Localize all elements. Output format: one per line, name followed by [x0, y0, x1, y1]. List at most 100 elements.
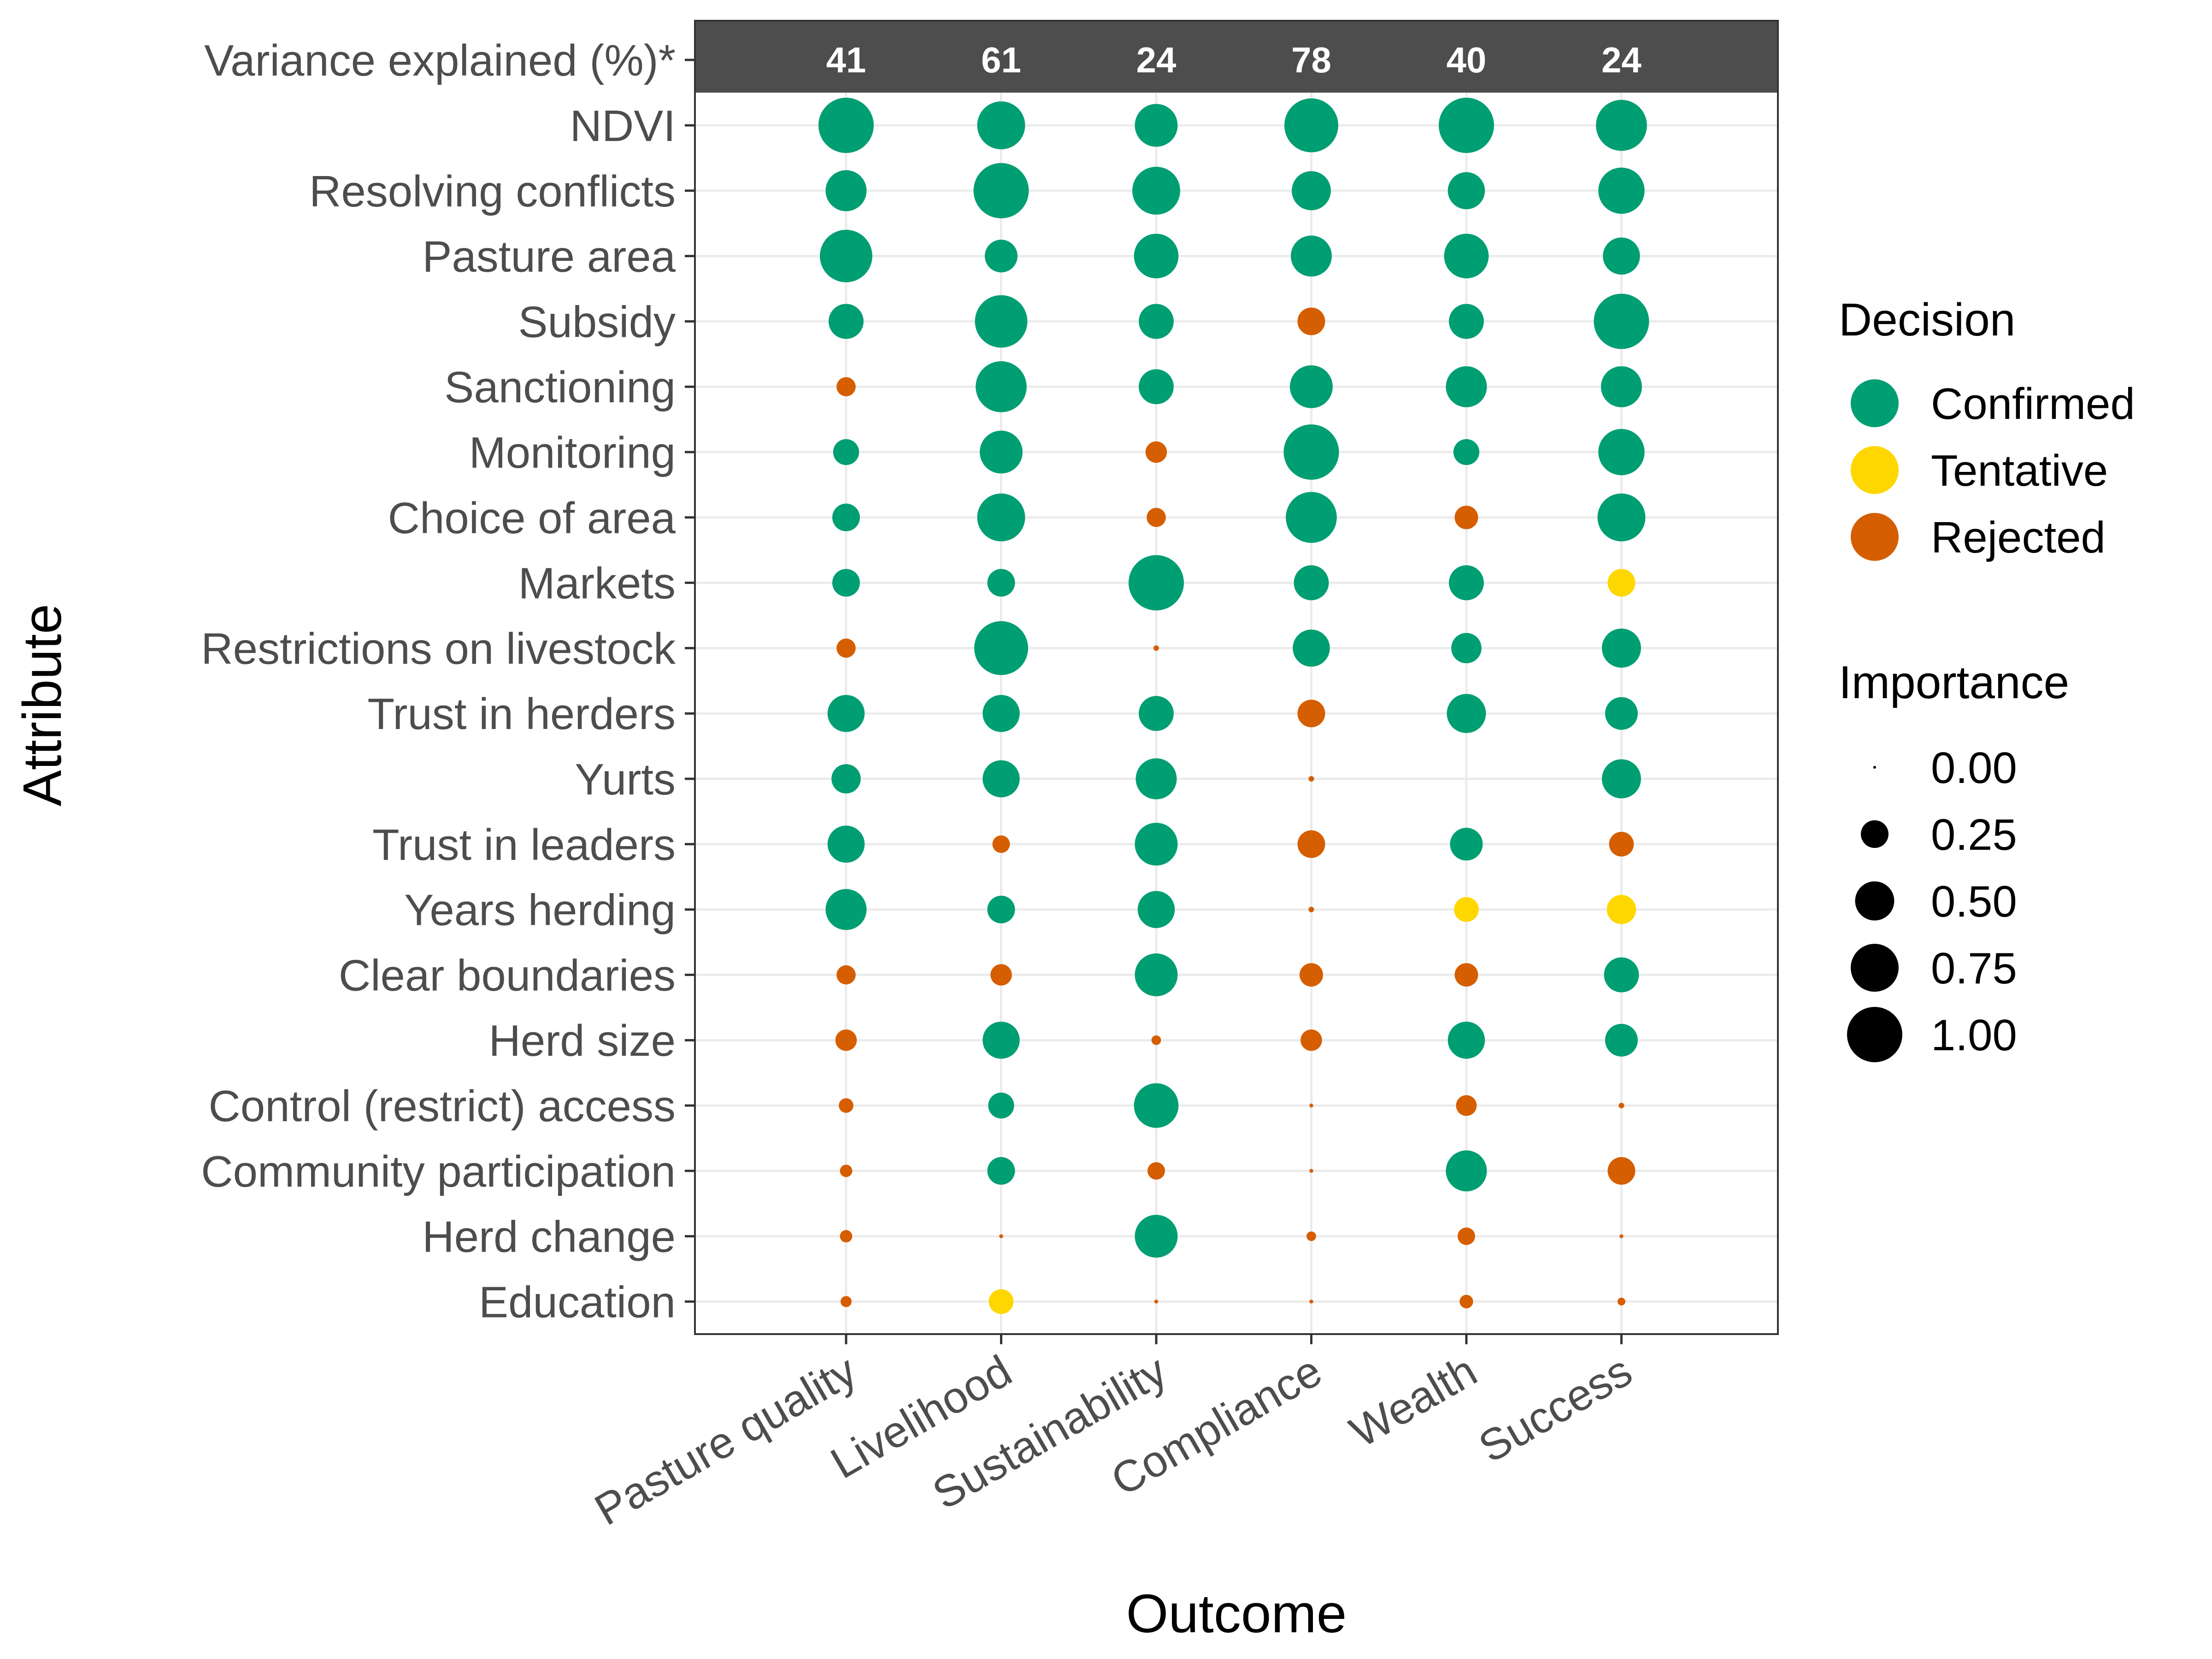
legend-size-label-2: 0.50: [1931, 877, 2017, 926]
point-ndvi-success: [1596, 100, 1647, 151]
point-years-herding-wealth: [1454, 897, 1479, 922]
variance-value-compliance: 78: [1291, 40, 1331, 80]
point-pasture-area-livelihood: [985, 240, 1018, 273]
point-sanctioning-wealth: [1446, 366, 1487, 407]
point-education-sustainability: [1154, 1300, 1159, 1304]
point-community-participation-wealth: [1446, 1150, 1487, 1192]
point-choice-of-area-pasture-quality: [832, 503, 860, 531]
point-resolving-conflicts-pasture-quality: [825, 170, 867, 212]
legend-key-rejected: [1851, 513, 1899, 561]
point-restrictions-on-livestock-wealth: [1451, 633, 1482, 664]
legend-decision: Decision Confirmed Tentative Rejected: [1839, 294, 2135, 562]
point-monitoring-compliance: [1283, 424, 1339, 480]
point-sanctioning-success: [1601, 366, 1642, 407]
point-subsidy-livelihood: [975, 295, 1028, 348]
y-tick-label-trust-in-herders: Trust in herders: [367, 689, 676, 739]
point-control-restrict-access-livelihood: [988, 1092, 1014, 1119]
point-markets-compliance: [1294, 565, 1329, 600]
point-markets-livelihood: [987, 569, 1015, 597]
point-choice-of-area-sustainability: [1147, 508, 1166, 527]
variance-value-wealth: 40: [1447, 40, 1487, 80]
y-tick-label-variance-row: Variance explained (%)*: [204, 36, 676, 85]
point-trust-in-leaders-livelihood: [992, 835, 1010, 853]
point-restrictions-on-livestock-sustainability: [1153, 645, 1159, 651]
point-community-participation-livelihood: [987, 1157, 1015, 1185]
point-choice-of-area-wealth: [1454, 506, 1478, 529]
point-herd-size-compliance: [1300, 1029, 1322, 1051]
legend-size-key-0: [1873, 766, 1876, 769]
data-points: [818, 98, 1649, 1314]
point-monitoring-success: [1598, 429, 1645, 476]
point-trust-in-leaders-wealth: [1450, 828, 1483, 861]
point-restrictions-on-livestock-livelihood: [974, 621, 1028, 675]
legend-importance-title: Importance: [1839, 657, 2069, 708]
y-tick-label-ndvi: NDVI: [570, 101, 676, 151]
legend-size-label-3: 0.75: [1931, 944, 2017, 993]
point-years-herding-sustainability: [1137, 891, 1175, 928]
point-subsidy-success: [1594, 294, 1649, 349]
point-education-compliance: [1309, 1300, 1313, 1304]
point-trust-in-leaders-sustainability: [1135, 823, 1178, 866]
point-pasture-area-success: [1603, 237, 1640, 275]
x-axis-title: Outcome: [1126, 1583, 1347, 1644]
legend-key-confirmed: [1851, 379, 1899, 427]
point-subsidy-wealth: [1449, 304, 1484, 339]
point-clear-boundaries-wealth: [1454, 963, 1478, 987]
point-choice-of-area-compliance: [1286, 492, 1337, 543]
legend-size-key-1: [1861, 820, 1888, 848]
point-ndvi-livelihood: [977, 101, 1025, 149]
y-tick-label-education: Education: [479, 1277, 676, 1327]
point-trust-in-herders-success: [1605, 697, 1638, 730]
point-herd-size-success: [1605, 1024, 1638, 1057]
point-sanctioning-sustainability: [1139, 369, 1174, 405]
legend-key-tentative: [1851, 446, 1899, 494]
point-education-livelihood: [988, 1289, 1014, 1314]
point-resolving-conflicts-success: [1598, 167, 1645, 214]
variance-value-livelihood: 61: [981, 40, 1021, 80]
point-herd-size-pasture-quality: [835, 1029, 857, 1051]
point-pasture-area-sustainability: [1134, 234, 1179, 278]
y-tick-label-markets: Markets: [518, 559, 676, 608]
point-trust-in-leaders-success: [1609, 831, 1634, 857]
y-tick-label-control-restrict-access: Control (restrict) access: [208, 1082, 676, 1131]
point-control-restrict-access-success: [1618, 1103, 1624, 1108]
point-yurts-sustainability: [1135, 758, 1177, 800]
point-monitoring-pasture-quality: [833, 439, 859, 465]
variance-band-background: [695, 21, 1778, 93]
legend-size-key-2: [1855, 881, 1894, 921]
y-tick-label-herd-size: Herd size: [489, 1016, 676, 1065]
point-trust-in-herders-compliance: [1297, 700, 1325, 728]
plot-panel-border: [694, 20, 1779, 1335]
y-tick-label-resolving-conflicts: Resolving conflicts: [309, 167, 676, 216]
y-tick-label-years-herding: Years herding: [404, 886, 676, 935]
point-herd-change-success: [1619, 1234, 1624, 1238]
point-markets-wealth: [1449, 565, 1484, 600]
variance-explained-band: [695, 21, 1778, 93]
point-control-restrict-access-compliance: [1309, 1103, 1313, 1108]
variance-value-sustainability: 24: [1136, 40, 1177, 80]
point-trust-in-leaders-pasture-quality: [827, 825, 865, 863]
point-markets-success: [1607, 569, 1635, 597]
point-community-participation-success: [1607, 1157, 1635, 1185]
point-education-success: [1618, 1297, 1625, 1306]
y-tick-label-herd-change: Herd change: [422, 1212, 676, 1262]
point-clear-boundaries-livelihood: [990, 964, 1012, 986]
y-tick-label-trust-in-leaders: Trust in leaders: [372, 820, 676, 870]
point-monitoring-sustainability: [1145, 441, 1167, 463]
point-herd-change-sustainability: [1135, 1215, 1178, 1258]
y-axis-title: Attribute: [12, 604, 73, 806]
point-clear-boundaries-pasture-quality: [836, 965, 856, 985]
point-herd-size-sustainability: [1151, 1035, 1161, 1045]
point-ndvi-wealth: [1439, 98, 1494, 153]
point-yurts-pasture-quality: [831, 764, 861, 794]
point-choice-of-area-success: [1597, 493, 1646, 541]
y-tick-label-restrictions-on-livestock: Restrictions on livestock: [201, 624, 676, 673]
legend-label-rejected: Rejected: [1931, 513, 2106, 562]
point-ndvi-compliance: [1284, 98, 1338, 153]
point-education-pasture-quality: [841, 1296, 852, 1307]
legend-size-label-4: 1.00: [1931, 1011, 2017, 1060]
point-years-herding-success: [1606, 894, 1636, 924]
point-herd-size-livelihood: [982, 1021, 1020, 1059]
